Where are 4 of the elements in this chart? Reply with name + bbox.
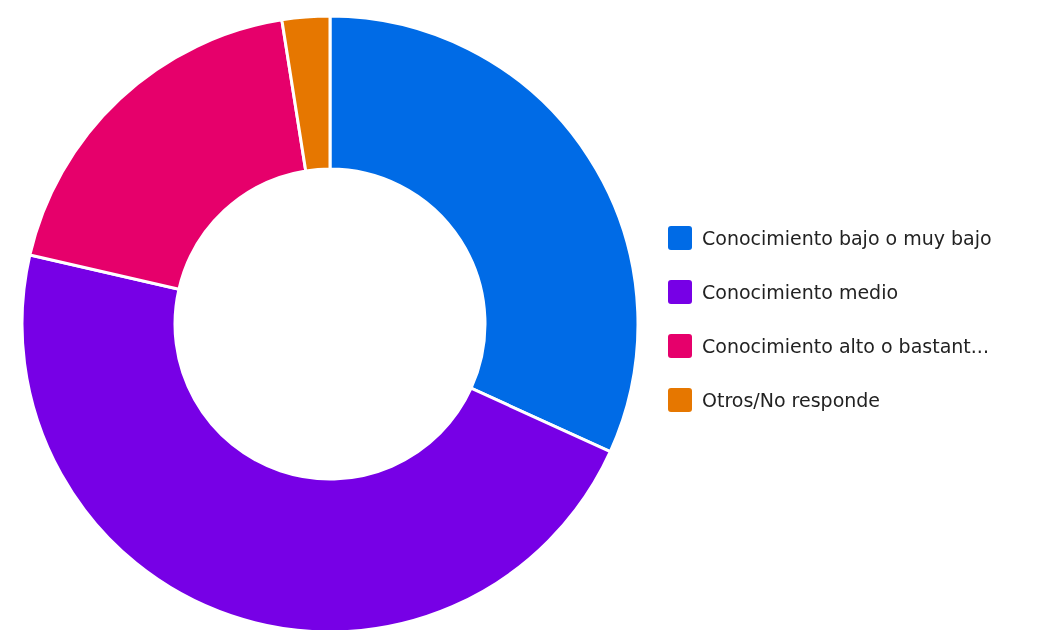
legend-label: Conocimiento medio [702, 281, 899, 303]
legend-label: Conocimiento bajo o muy bajo [702, 227, 992, 249]
legend-label: Conocimiento alto o bastant... [702, 335, 989, 357]
legend-label: Otros/No responde [702, 389, 881, 411]
